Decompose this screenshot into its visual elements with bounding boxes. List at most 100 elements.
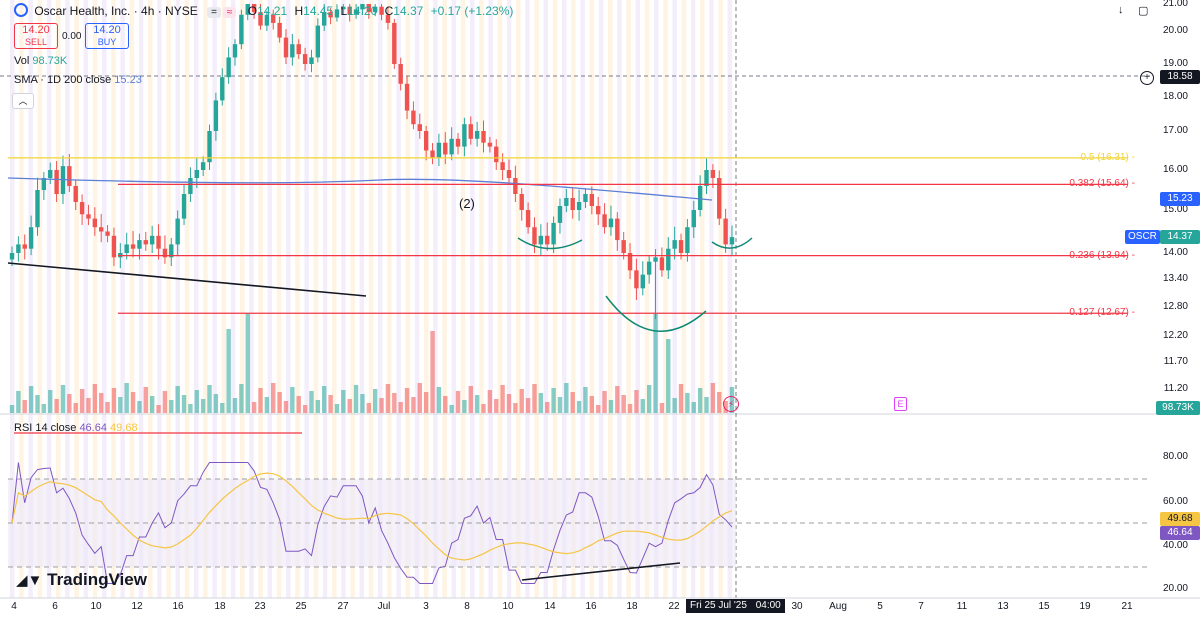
rsi-line — [11, 462, 733, 584]
candle-body — [634, 270, 639, 289]
rsi-tick-label: 80.00 — [1162, 451, 1188, 462]
volume-bar — [366, 403, 372, 413]
session-band — [83, 0, 89, 598]
session-band — [240, 0, 245, 598]
volume-bar — [271, 383, 276, 413]
sell-button[interactable]: 14.20 SELL — [14, 23, 58, 49]
compare-icon[interactable]: ≈ — [222, 7, 237, 18]
sma-legend[interactable]: SMA · 1D 200 close 15.23 — [14, 74, 142, 86]
candle-body — [532, 227, 537, 245]
candle-body — [302, 54, 308, 64]
candle-body — [353, 9, 359, 15]
candle-body — [67, 166, 72, 186]
candle-body — [576, 202, 582, 210]
buy-button[interactable]: 14.20 BUY — [85, 23, 129, 49]
candle-body — [672, 240, 677, 249]
candle-body — [41, 178, 47, 190]
candle-body — [392, 22, 397, 64]
crosshair-plus-icon[interactable]: + — [1140, 71, 1158, 85]
volume-bar — [60, 385, 66, 413]
lightning-icon[interactable]: ⚡ — [723, 396, 739, 412]
rsi-tick-label: 40.00 — [1162, 540, 1188, 551]
session-band — [663, 0, 668, 598]
session-band — [341, 0, 346, 598]
volume-bar — [194, 390, 199, 413]
session-band — [138, 0, 144, 598]
fullscreen-icon[interactable]: ▢ — [1138, 5, 1149, 17]
candle-body — [169, 244, 174, 258]
time-tick-label: 16 — [585, 601, 597, 612]
candle-body — [506, 170, 512, 178]
candle-body — [685, 227, 690, 253]
price-tick-label: 16.00 — [1162, 164, 1188, 175]
volume-bar — [251, 402, 257, 413]
candle-body — [200, 162, 206, 170]
collapse-indicators-button[interactable]: ︿ — [12, 93, 34, 109]
volume-bar — [149, 396, 155, 413]
volume-bar — [181, 395, 187, 413]
volume-bar — [341, 390, 346, 413]
session-band — [690, 0, 696, 598]
session-band — [37, 0, 43, 598]
candle-body — [271, 14, 276, 23]
candle-body — [73, 186, 78, 202]
collapse-toggle[interactable]: = — [207, 7, 221, 18]
candle-body — [570, 198, 575, 210]
candle-body — [710, 170, 716, 178]
candle-body — [583, 194, 588, 202]
volume-bar — [48, 390, 53, 413]
candle-body — [436, 142, 442, 159]
session-band — [350, 0, 355, 598]
candle-body — [162, 248, 168, 258]
ohlc-l-label: L — [340, 4, 348, 18]
volume-bar — [162, 391, 168, 413]
volume-bar — [143, 387, 149, 413]
session-band — [148, 0, 153, 598]
symbol-title[interactable]: Oscar Health, Inc. · 4h · NYSE — [34, 4, 198, 18]
rsi-tick-label: 20.00 — [1162, 583, 1188, 594]
volume-bar — [392, 393, 397, 413]
symbol-title-row[interactable]: Oscar Health, Inc. · 4h · NYSE = ≈ O14.21… — [14, 3, 513, 18]
price-tick-label: 12.80 — [1162, 301, 1188, 312]
candle-body — [545, 235, 550, 245]
candle-body — [226, 57, 231, 78]
candle-body — [105, 231, 110, 236]
candle-body — [729, 237, 735, 245]
volume-bar — [156, 405, 161, 413]
volume-bar — [277, 392, 282, 413]
volume-bar — [717, 392, 722, 413]
earnings-event-marker[interactable]: E — [894, 397, 907, 411]
candle-body — [245, 4, 250, 15]
candle-body — [22, 244, 27, 249]
volume-bar — [506, 394, 512, 413]
volume-bar — [290, 387, 295, 413]
volume-bar — [353, 385, 359, 413]
candle-body — [124, 244, 129, 253]
volume-bar — [302, 405, 308, 413]
volume-bar — [334, 404, 340, 413]
rsi-pane — [8, 432, 1148, 584]
volume-bar — [462, 400, 467, 413]
candle-body — [334, 9, 340, 18]
volume-bar — [35, 395, 40, 413]
tradingview-logo-text: TradingView — [47, 570, 147, 589]
volume-bar — [500, 385, 505, 413]
candle-body — [659, 257, 665, 271]
candle-body — [328, 12, 333, 18]
volume-bar — [570, 392, 575, 413]
rsi-legend[interactable]: RSI 14 close 46.64 49.68 — [14, 422, 138, 434]
candle-body — [379, 6, 384, 15]
sma-value: 15.23 — [114, 74, 142, 86]
session-band — [166, 0, 171, 598]
time-tick-label: 25 — [295, 601, 307, 612]
volume-bar — [494, 399, 499, 413]
volume-legend[interactable]: Vol 98.73K — [14, 55, 67, 67]
session-band — [258, 0, 263, 598]
candle-body — [430, 150, 435, 159]
candle-body — [48, 170, 53, 178]
session-band — [194, 0, 199, 598]
session-band — [598, 0, 604, 598]
volume-bar — [627, 404, 633, 413]
arrow-down-icon[interactable]: ↓ — [1118, 4, 1124, 16]
